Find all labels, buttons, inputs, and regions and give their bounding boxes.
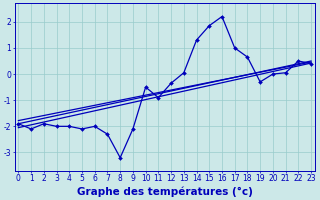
X-axis label: Graphe des températures (°c): Graphe des températures (°c) [77,186,253,197]
